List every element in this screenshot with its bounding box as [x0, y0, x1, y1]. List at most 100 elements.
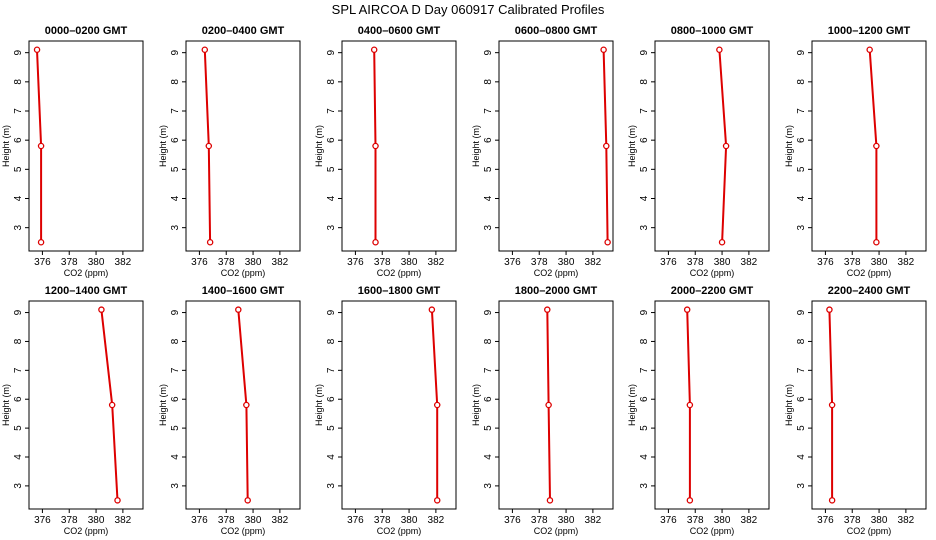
y-tick-label: 4	[639, 454, 650, 460]
y-tick-label: 5	[13, 166, 24, 172]
y-tick-label: 9	[326, 49, 337, 55]
plot-frame	[28, 40, 144, 252]
x-tick-label: 376	[660, 515, 677, 526]
data-point	[428, 306, 436, 313]
y-tick-label: 9	[170, 49, 181, 55]
y-tick-label: 8	[483, 79, 494, 85]
data-point	[866, 46, 873, 54]
figure-title: SPL AIRCOA D Day 060917 Calibrated Profi…	[332, 2, 605, 17]
plot-frame	[654, 40, 770, 252]
data-point	[372, 142, 379, 150]
data-point	[37, 238, 45, 246]
y-tick-label: 6	[639, 137, 650, 143]
data-point	[716, 46, 723, 54]
panel: 0600–0800 GMT 376 378 380 382 CO2 (ppm) 3 4 5 6 7 8…	[471, 25, 614, 278]
y-tick-label: 8	[170, 79, 181, 85]
data-point	[205, 142, 213, 150]
data-point	[718, 238, 726, 246]
panel-title: 1400–1600 GMT	[202, 285, 285, 297]
x-tick-label: 378	[687, 515, 704, 526]
data-point	[206, 238, 214, 246]
data-point	[722, 142, 730, 150]
x-axis-label: CO2 (ppm)	[221, 268, 266, 278]
y-tick-label: 7	[639, 108, 650, 114]
x-tick-label: 376	[817, 515, 834, 526]
y-axis-label: Height (m)	[314, 125, 324, 167]
y-tick-label: 9	[326, 309, 337, 315]
y-tick-label: 4	[170, 195, 181, 201]
x-tick-label: 382	[585, 257, 602, 268]
y-tick-label: 5	[796, 166, 807, 172]
data-point	[873, 142, 880, 150]
y-tick-label: 4	[796, 454, 807, 460]
x-tick-label: 378	[687, 257, 704, 268]
data-point	[433, 497, 441, 504]
x-tick-label: 376	[347, 257, 364, 268]
plot-frame	[811, 300, 927, 510]
panel-title: 1600–1800 GMT	[358, 285, 441, 297]
y-tick-label: 6	[13, 396, 24, 402]
data-point	[603, 142, 610, 150]
data-point	[545, 401, 552, 409]
plot-frame	[341, 300, 457, 510]
x-axis-label: CO2 (ppm)	[221, 526, 266, 536]
data-point	[686, 401, 694, 409]
panel: 1200–1400 GMT 376 378 380 382 CO2 (ppm) 3 4 5 6 7 8…	[1, 285, 144, 536]
y-tick-label: 5	[13, 425, 24, 431]
x-tick-label: 376	[34, 257, 51, 268]
data-point	[37, 142, 45, 150]
y-tick-label: 5	[326, 425, 337, 431]
y-axis-label: Height (m)	[627, 384, 637, 426]
x-tick-label: 382	[898, 257, 915, 268]
y-tick-label: 6	[639, 396, 650, 402]
y-tick-label: 9	[483, 309, 494, 315]
y-tick-label: 7	[326, 367, 337, 373]
y-tick-label: 8	[326, 79, 337, 85]
x-tick-label: 378	[531, 257, 548, 268]
x-tick-label: 380	[558, 257, 575, 268]
x-tick-label: 380	[401, 515, 418, 526]
data-point	[244, 497, 251, 504]
plot-frame	[811, 40, 927, 252]
x-tick-label: 380	[245, 257, 262, 268]
y-tick-label: 5	[170, 425, 181, 431]
x-axis-label: CO2 (ppm)	[690, 268, 735, 278]
data-point	[98, 306, 105, 313]
x-tick-label: 378	[844, 515, 861, 526]
y-tick-label: 7	[483, 108, 494, 114]
y-tick-label: 7	[639, 367, 650, 373]
panel: 1000–1200 GMT 376 378 380 382 CO2 (ppm) 3 4 5 6 7 8…	[784, 25, 927, 278]
y-tick-label: 8	[326, 338, 337, 344]
y-tick-label: 5	[796, 425, 807, 431]
panel-title: 0000–0200 GMT	[45, 25, 128, 37]
panel-title: 2200–2400 GMT	[828, 285, 911, 297]
y-axis-label: Height (m)	[1, 125, 11, 167]
y-axis-label: Height (m)	[1, 384, 11, 426]
y-tick-label: 5	[483, 166, 494, 172]
x-tick-label: 376	[34, 515, 51, 526]
x-axis-label: CO2 (ppm)	[690, 526, 735, 536]
x-axis-label: CO2 (ppm)	[847, 268, 892, 278]
x-tick-label: 380	[714, 515, 731, 526]
y-tick-label: 9	[639, 49, 650, 55]
y-tick-label: 3	[170, 224, 181, 230]
y-tick-label: 6	[796, 137, 807, 143]
panel-title: 1000–1200 GMT	[828, 25, 911, 37]
x-tick-label: 378	[218, 515, 235, 526]
y-axis-label: Height (m)	[627, 125, 637, 167]
y-tick-label: 4	[639, 195, 650, 201]
panel-title: 2000–2200 GMT	[671, 285, 754, 297]
y-tick-label: 6	[796, 396, 807, 402]
x-tick-label: 382	[585, 515, 602, 526]
x-tick-label: 378	[531, 515, 548, 526]
y-tick-label: 3	[326, 483, 337, 489]
y-tick-label: 9	[796, 309, 807, 315]
panel: 1800–2000 GMT 376 378 380 382 CO2 (ppm) 3 4 5 6 7 8…	[471, 285, 614, 536]
x-tick-label: 382	[741, 257, 758, 268]
x-tick-label: 376	[191, 515, 208, 526]
data-point	[826, 306, 833, 313]
x-tick-label: 382	[272, 257, 289, 268]
data-point	[683, 306, 691, 313]
y-tick-label: 6	[326, 137, 337, 143]
y-tick-label: 9	[13, 309, 24, 315]
